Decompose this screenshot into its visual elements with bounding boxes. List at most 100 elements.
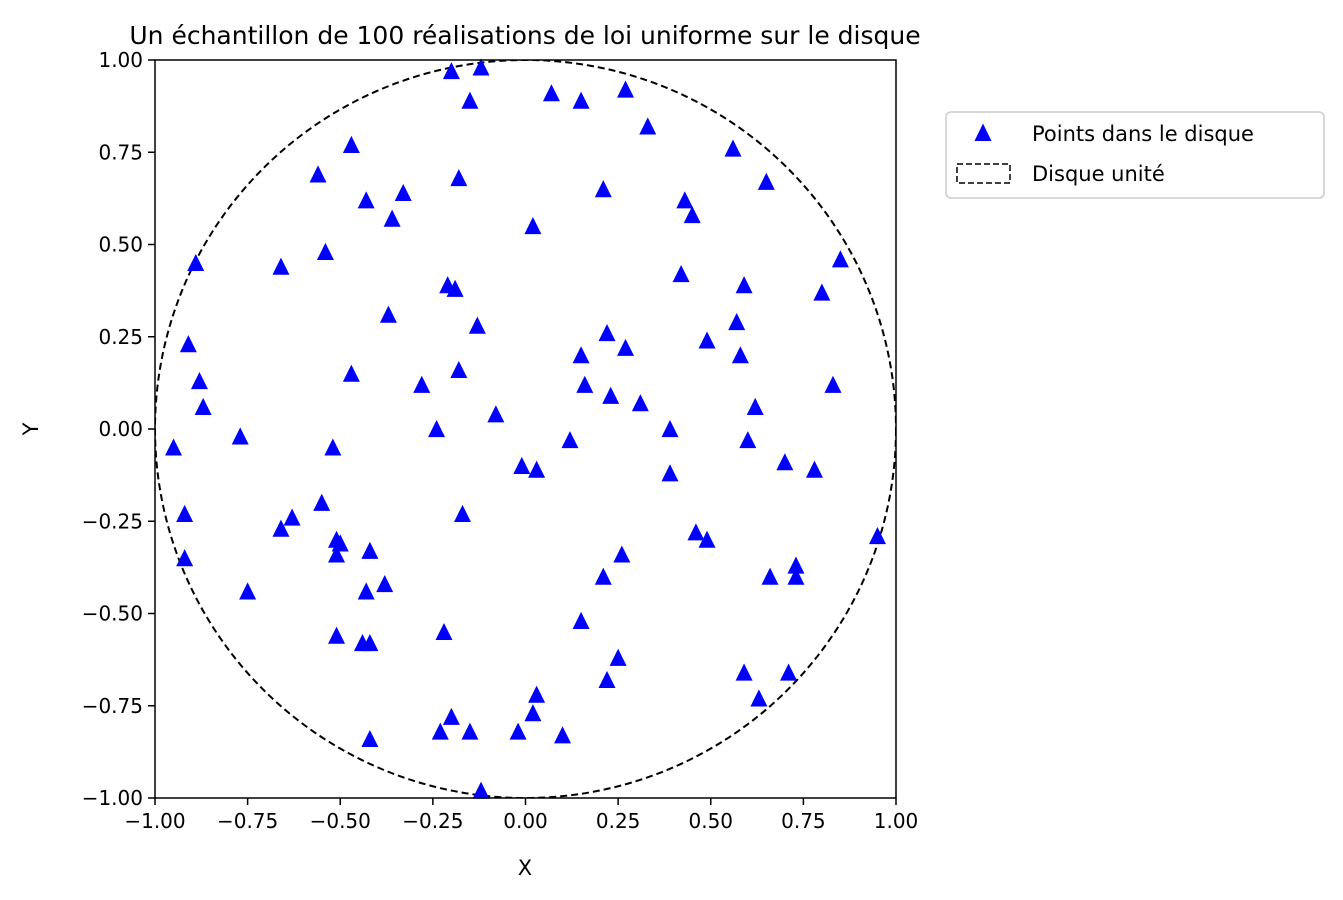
data-point	[609, 648, 627, 666]
data-point	[239, 582, 257, 600]
x-tick-label: −1.00	[124, 809, 185, 833]
data-point	[383, 209, 401, 227]
data-point	[194, 397, 212, 415]
y-tick-label: 0.50	[98, 233, 143, 257]
data-point	[176, 504, 194, 522]
data-point	[442, 62, 460, 80]
data-point	[357, 582, 375, 600]
data-point	[179, 335, 197, 353]
data-point	[639, 117, 657, 135]
data-point	[761, 567, 779, 585]
data-point	[361, 729, 379, 748]
data-point	[361, 541, 379, 559]
data-point	[787, 567, 805, 585]
data-point	[750, 689, 768, 707]
data-point	[780, 663, 798, 681]
data-point	[165, 438, 183, 456]
data-point	[446, 279, 464, 297]
y-axis-ticks: −1.00 −0.75 −0.50 −0.25 0.00 0.25 0.50 0.75 1.00	[82, 48, 155, 810]
y-tick-label: −0.25	[82, 509, 143, 533]
y-tick-label: −1.00	[82, 786, 143, 810]
data-point	[413, 375, 431, 393]
data-point	[831, 250, 849, 268]
data-point	[698, 530, 716, 548]
data-point	[231, 427, 249, 445]
data-point	[594, 180, 612, 198]
x-axis-label: X	[518, 856, 532, 880]
unit-circle	[155, 60, 896, 798]
data-point	[487, 405, 505, 423]
data-point	[324, 438, 342, 456]
points-layer	[165, 58, 886, 799]
data-point	[868, 527, 886, 545]
x-tick-label: 0.50	[688, 809, 733, 833]
x-tick-label: −0.75	[217, 809, 278, 833]
data-point	[728, 312, 746, 331]
data-point	[435, 622, 453, 641]
plot-area-frame	[154, 59, 897, 799]
data-point	[731, 346, 749, 364]
data-point	[602, 386, 620, 404]
data-point	[724, 139, 742, 157]
data-point	[461, 91, 479, 109]
data-point	[428, 420, 446, 438]
data-point	[524, 217, 542, 235]
data-point	[735, 276, 753, 294]
unit-circle-layer	[155, 60, 896, 798]
data-point	[379, 305, 397, 323]
y-tick-label: −0.75	[82, 694, 143, 718]
data-point	[676, 191, 694, 209]
data-point	[672, 265, 690, 283]
data-point	[787, 556, 805, 574]
data-point	[272, 519, 290, 537]
data-point	[576, 375, 594, 393]
data-point	[190, 372, 208, 390]
data-point	[313, 493, 331, 511]
data-point	[309, 165, 327, 183]
y-axis-label: Y	[19, 422, 43, 436]
legend-label-points: Points dans le disque	[1032, 122, 1254, 146]
legend-label-circle: Disque unité	[1032, 162, 1165, 186]
data-point	[342, 364, 360, 382]
data-point	[805, 460, 823, 478]
data-point	[357, 191, 375, 209]
data-point	[617, 338, 635, 356]
data-point	[272, 257, 290, 275]
data-point	[594, 567, 612, 585]
data-point	[342, 135, 360, 153]
data-point	[739, 431, 757, 449]
y-tick-label: 1.00	[98, 48, 143, 72]
data-point	[468, 316, 486, 334]
data-point	[328, 545, 346, 563]
x-tick-label: 0.00	[503, 809, 548, 833]
y-tick-label: −0.50	[82, 602, 143, 626]
data-point	[554, 726, 572, 744]
data-point	[176, 549, 194, 567]
legend: Points dans le disque Disque unité	[945, 111, 1325, 199]
x-tick-label: 0.25	[596, 809, 641, 833]
data-point	[746, 397, 764, 415]
data-point	[472, 58, 490, 76]
data-point	[572, 611, 590, 629]
data-point	[687, 523, 705, 541]
data-point	[316, 242, 334, 260]
data-point	[513, 456, 531, 474]
data-point	[328, 626, 346, 644]
data-point	[187, 253, 205, 272]
legend-frame	[945, 111, 1325, 199]
y-tick-label: 0.00	[98, 417, 143, 441]
data-point	[361, 634, 379, 652]
data-point	[283, 508, 301, 526]
data-point	[394, 183, 412, 201]
data-point	[572, 91, 590, 109]
y-tick-label: 0.75	[98, 140, 143, 164]
data-point	[461, 722, 479, 740]
data-point	[524, 704, 542, 722]
data-point	[661, 420, 679, 438]
data-point	[450, 169, 468, 187]
data-point	[509, 722, 527, 740]
data-point	[683, 205, 701, 224]
data-point	[824, 375, 842, 393]
x-tick-label: 0.75	[781, 809, 826, 833]
